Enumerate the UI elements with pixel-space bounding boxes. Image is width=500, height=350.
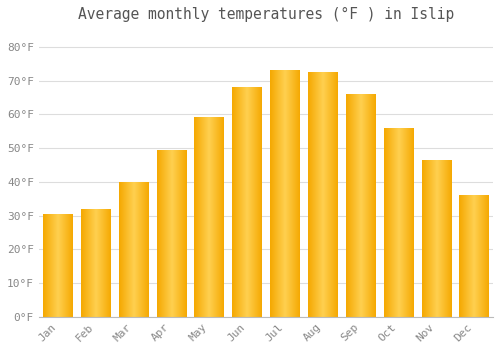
Title: Average monthly temperatures (°F ) in Islip: Average monthly temperatures (°F ) in Is… (78, 7, 454, 22)
